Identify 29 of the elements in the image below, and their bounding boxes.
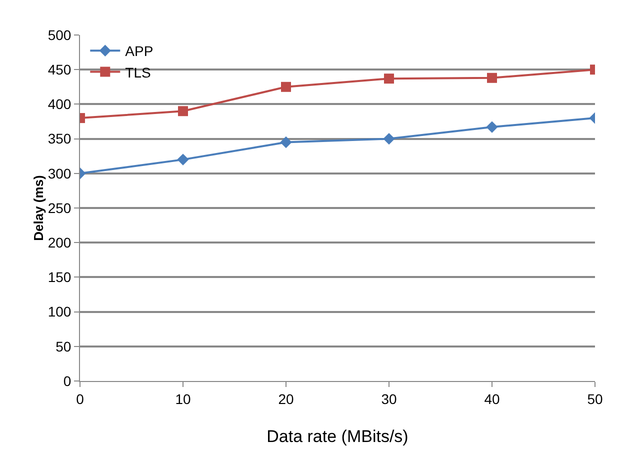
point [486,121,498,133]
x-tick-label: 30 [381,390,397,407]
x-axis-title: Data rate (MBits/s) [266,427,408,446]
legend-label: APP [125,43,154,60]
y-tick-label: 300 [48,165,72,182]
y-tick-label: 200 [48,234,72,250]
x-tick-label: 20 [278,390,294,407]
y-tick-label: 0 [63,372,72,389]
x-tick-label: 50 [587,390,603,407]
legend-label: TLS [125,64,151,80]
x-tick-label: 0 [76,390,84,407]
point [177,154,189,166]
x-tick-label: 40 [484,390,500,407]
point [384,74,394,84]
y-tick-label: 250 [48,200,72,216]
y-tick-label: 500 [48,26,72,43]
point [383,132,395,145]
y-tick-label: 100 [48,304,72,320]
y-axis-title: Delay (ms) [30,175,46,241]
point [178,106,188,116]
point [280,136,292,148]
x-tick-label: 10 [175,390,191,407]
point [487,72,497,83]
y-tick-label: 400 [48,96,72,112]
y-tick-label: 350 [48,130,72,147]
y-tick-label: 450 [48,62,72,78]
point [281,82,291,92]
y-tick-label: 50 [56,338,72,354]
y-tick-label: 150 [48,269,72,286]
